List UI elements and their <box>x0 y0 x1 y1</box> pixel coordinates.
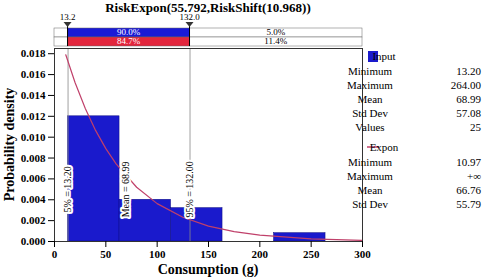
svg-text:25: 25 <box>470 121 482 133</box>
svg-text:Maximum: Maximum <box>347 79 393 91</box>
svg-text:0.010: 0.010 <box>21 131 46 143</box>
svg-text:0.008: 0.008 <box>21 152 46 164</box>
svg-text:150: 150 <box>200 248 217 260</box>
svg-text:Consumption (g): Consumption (g) <box>158 262 259 278</box>
svg-text:RiskExpon(55.792,RiskShift(10.: RiskExpon(55.792,RiskShift(10.968)) <box>105 0 311 15</box>
svg-text:0.016: 0.016 <box>21 68 46 80</box>
svg-text:Maximum: Maximum <box>347 170 393 182</box>
svg-text:132.0: 132.0 <box>179 12 200 22</box>
svg-text:0.006: 0.006 <box>21 172 46 184</box>
svg-text:250: 250 <box>303 248 320 260</box>
svg-text:0.012: 0.012 <box>21 110 46 122</box>
svg-text:0.002: 0.002 <box>21 214 46 226</box>
svg-text:Std Dev: Std Dev <box>352 107 388 119</box>
svg-text:11.4%: 11.4% <box>264 36 287 46</box>
svg-text:57.08: 57.08 <box>456 107 481 119</box>
svg-text:300: 300 <box>354 248 371 260</box>
svg-text:55.79: 55.79 <box>456 198 481 210</box>
svg-text:Values: Values <box>355 121 384 133</box>
svg-text:Mean: Mean <box>357 93 383 105</box>
svg-text:Minimum: Minimum <box>348 65 392 77</box>
svg-text:0.018: 0.018 <box>21 47 46 59</box>
svg-text:0.014: 0.014 <box>21 89 46 101</box>
svg-text:5% = 13.20: 5% = 13.20 <box>62 166 73 212</box>
svg-text:+∞: +∞ <box>467 170 481 182</box>
svg-text:100: 100 <box>149 248 166 260</box>
svg-text:264.00: 264.00 <box>451 79 482 91</box>
svg-text:50: 50 <box>100 248 112 260</box>
svg-text:13.20: 13.20 <box>456 65 481 77</box>
svg-text:Input: Input <box>372 50 395 62</box>
svg-text:Expon: Expon <box>370 141 399 153</box>
svg-text:0.000: 0.000 <box>21 235 46 247</box>
svg-text:66.76: 66.76 <box>456 184 481 196</box>
svg-text:Minimum: Minimum <box>348 156 392 168</box>
svg-text:Probability density: Probability density <box>2 88 17 202</box>
svg-text:90.0%: 90.0% <box>116 27 141 38</box>
svg-text:10.97: 10.97 <box>456 156 481 168</box>
svg-text:84.7%: 84.7% <box>117 36 141 46</box>
svg-text:Mean = 68.99: Mean = 68.99 <box>120 161 131 217</box>
svg-text:68.99: 68.99 <box>456 93 481 105</box>
svg-text:200: 200 <box>252 248 269 260</box>
svg-text:13.2: 13.2 <box>60 12 76 22</box>
svg-text:Mean: Mean <box>357 184 383 196</box>
svg-text:0: 0 <box>52 248 58 260</box>
svg-text:5.0%: 5.0% <box>266 27 286 38</box>
svg-text:Std Dev: Std Dev <box>352 198 388 210</box>
svg-text:0.004: 0.004 <box>21 193 46 205</box>
svg-text:95% = 132.00: 95% = 132.00 <box>184 161 195 217</box>
